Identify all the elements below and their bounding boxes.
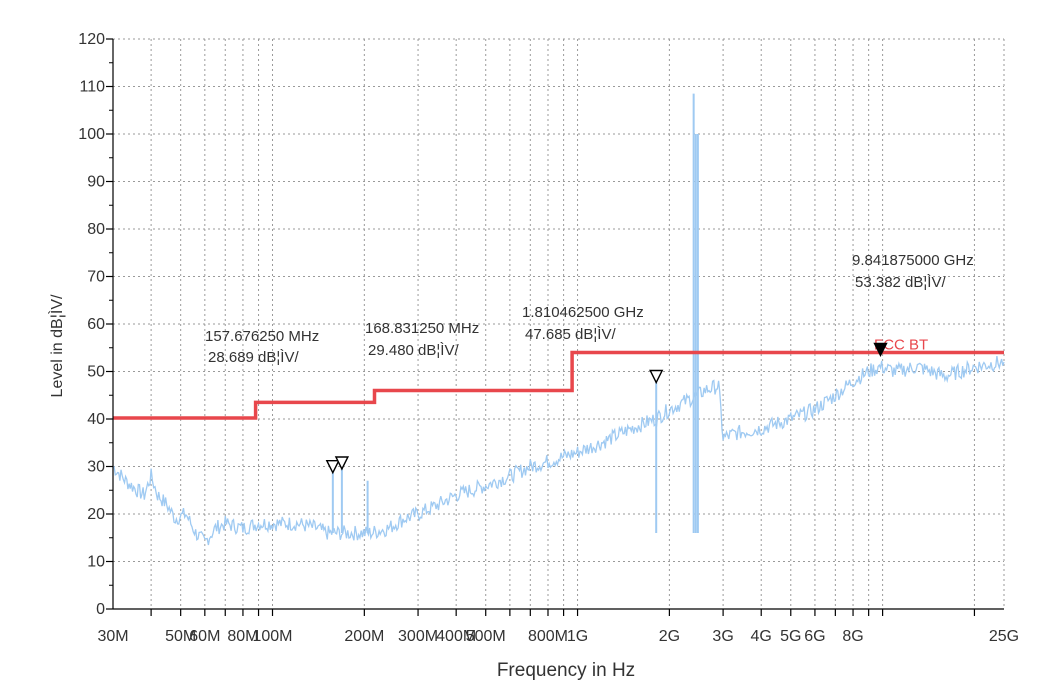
marker-frequency-label: 9.841875000 GHz [852,252,974,269]
x-tick-label: 4G [751,628,772,645]
marker-level-label: 47.685 dB¦ÌV/ [525,326,616,343]
y-tick-label: 110 [79,79,105,96]
y-tick-label: 60 [87,316,105,333]
marker-frequency-label: 1.810462500 GHz [522,304,644,321]
x-axis-label: Frequency in Hz [497,660,635,681]
marker-frequency-label: 157.676250 MHz [205,328,319,345]
y-tick-label: 10 [87,554,105,571]
y-tick-label: 40 [87,411,105,428]
series-group [112,93,1005,546]
marker-frequency-label: 168.831250 MHz [365,320,479,337]
x-tick-label: 25G [989,628,1019,645]
y-axis-ticks: 0 10 20 30 40 50 60 70 80 90 100 110 120 [78,31,113,618]
limit-line-group: FCC BT [113,337,1004,420]
marker-triangle [334,456,350,471]
x-tick-label: 1G [567,628,588,645]
x-tick-label: 300M [398,628,438,645]
y-tick-label: 70 [87,269,105,286]
y-tick-label: 30 [87,459,105,476]
x-tick-label: 200M [344,628,384,645]
marker-level-label: 28.689 dB¦ÌV/ [208,349,299,366]
marker-triangle [649,369,664,385]
x-tick-label: 5G [780,628,801,645]
x-tick-label: 100M [252,628,292,645]
marker-triangle [873,342,888,357]
x-tick-label: 800M [528,628,568,645]
x-tick-label: 8G [842,628,863,645]
marker-level-label: 53.382 dB¦ÌV/ [855,274,946,291]
marker-level-label: 29.480 dB¦ÌV/ [368,342,459,359]
x-tick-label: 60M [189,628,220,645]
x-tick-label: 50M [165,628,196,645]
measurement-trace [112,355,1005,546]
x-tick-label: 30M [97,628,128,645]
x-tick-label: 400M [436,628,476,645]
y-tick-label: 100 [78,126,105,143]
y-tick-label: 50 [87,364,105,381]
y-tick-label: 20 [87,506,105,523]
x-tick-label: 80M [227,628,258,645]
x-tick-label: 2G [659,628,680,645]
x-tick-label: 500M [466,628,506,645]
x-tick-label: 6G [804,628,825,645]
fcc-bt-limit-line [113,350,1004,420]
grid [113,38,1005,609]
marker-triangle [325,460,340,475]
y-tick-label: 90 [87,174,105,191]
limit-line-label: FCC BT [874,337,928,354]
y-axis-label: Level in dB¦ÌV/ [47,294,66,397]
markers-group: 157.676250 MHz 28.689 dB¦ÌV/168.831250 MH… [205,252,974,475]
y-tick-label: 0 [96,601,105,618]
y-tick-label: 80 [87,221,105,238]
y-tick-label: 120 [78,31,105,48]
x-tick-label: 3G [712,628,733,645]
